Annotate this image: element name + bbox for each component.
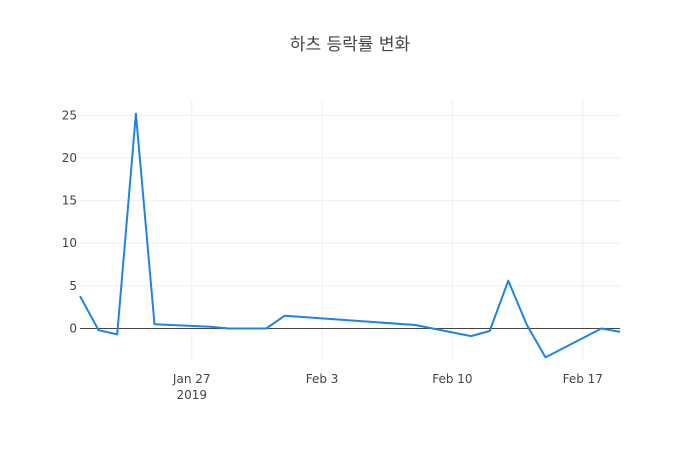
x-tick-sublabel: 2019 (176, 388, 207, 402)
y-tick-label: 20 (62, 151, 77, 165)
y-tick-label: 15 (62, 194, 77, 208)
chart-title: 하츠 등락률 변화 (290, 35, 411, 55)
x-tick-label: Feb 3 (306, 372, 339, 386)
x-tick-label: Feb 17 (563, 372, 603, 386)
y-tick-label: 5 (69, 279, 77, 293)
x-tick-label: Feb 10 (432, 372, 472, 386)
series-layer (79, 112, 621, 359)
axis-tick-labels: Jan 27 2019 Feb 3 Feb 10 Feb 17 0 5 10 15 20 25 (62, 108, 603, 402)
y-tick-label: 10 (62, 236, 77, 250)
series-line (79, 112, 621, 359)
y-tick-label: 25 (62, 108, 77, 122)
x-tick-label: Jan 27 (172, 372, 211, 386)
grid-lines (80, 100, 620, 360)
y-tick-label: 0 (69, 321, 77, 335)
